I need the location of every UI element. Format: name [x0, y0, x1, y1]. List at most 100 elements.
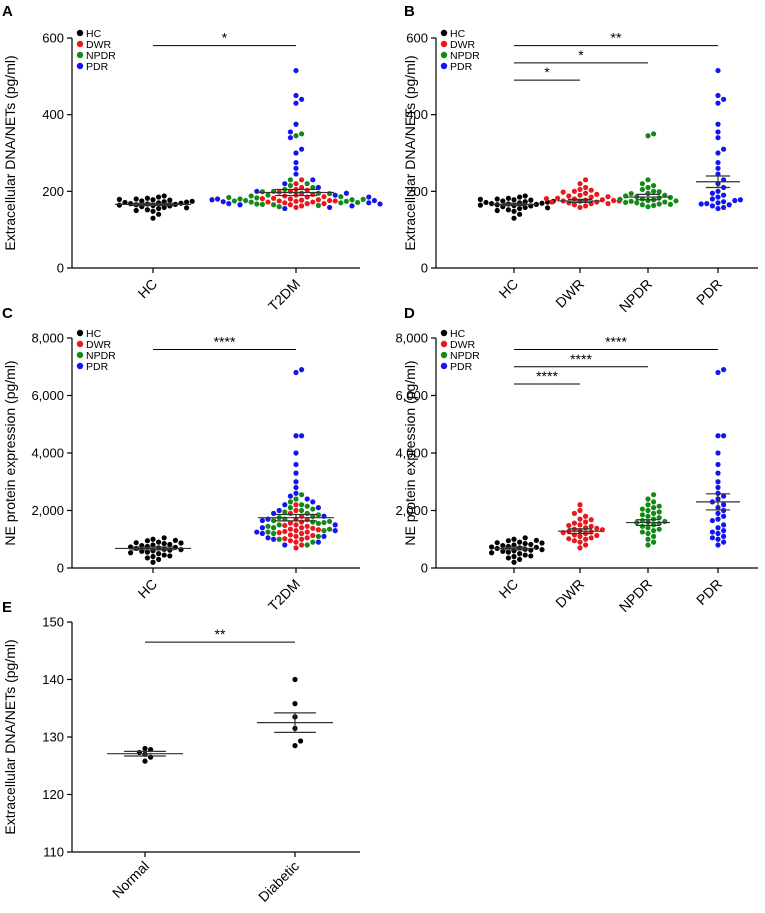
- data-point: [656, 509, 662, 515]
- data-point: [505, 555, 511, 561]
- y-tick-label: 0: [421, 561, 428, 576]
- data-point: [156, 205, 162, 212]
- data-point: [287, 505, 293, 511]
- data-point: [293, 533, 299, 539]
- data-point: [715, 129, 721, 135]
- data-point: [150, 197, 156, 203]
- data-point: [494, 540, 500, 546]
- data-point: [128, 550, 134, 556]
- legend-label: HC: [450, 28, 466, 40]
- data-point: [259, 517, 265, 524]
- panel-b: B 0 200 400 600 Extracellular DNA/NETs (pg/ml…: [402, 3, 758, 315]
- data-point: [299, 530, 305, 537]
- data-point: [639, 506, 646, 512]
- data-point: [287, 182, 293, 189]
- significance-label: ****: [605, 334, 627, 350]
- legend-label: DWR: [450, 39, 475, 51]
- y-axis-label: Extracellular DNA/NETs (pg/ml): [2, 639, 18, 834]
- data-point: [651, 533, 657, 539]
- data-point: [651, 202, 657, 209]
- data-point: [709, 529, 716, 535]
- legend-label: DWR: [86, 39, 111, 51]
- data-point: [588, 535, 594, 541]
- y-tick-label: 130: [42, 730, 64, 745]
- data-point: [299, 542, 305, 548]
- y-tick-label: 6,000: [395, 388, 428, 403]
- y-tick-label: 6,000: [31, 388, 64, 403]
- data-point: [276, 507, 282, 514]
- data-point: [715, 188, 721, 194]
- data-point: [583, 190, 589, 196]
- data-point: [150, 215, 156, 221]
- data-point: [715, 194, 721, 200]
- data-point: [721, 96, 727, 102]
- data-point: [271, 536, 277, 542]
- data-point: [133, 207, 139, 214]
- data-point: [651, 528, 657, 534]
- data-point: [259, 201, 265, 207]
- data-point: [231, 198, 237, 204]
- data-point: [500, 198, 506, 204]
- y-tick-label: 0: [57, 261, 64, 276]
- data-point: [721, 177, 727, 183]
- data-point: [505, 549, 511, 555]
- data-point: [304, 542, 310, 548]
- data-point: [310, 532, 316, 539]
- data-point: [299, 367, 305, 373]
- data-point: [338, 194, 344, 200]
- data-point: [522, 535, 528, 541]
- data-point: [566, 522, 572, 529]
- data-point: [571, 520, 578, 526]
- data-point: [588, 194, 594, 200]
- data-point: [715, 100, 721, 106]
- legend-label: NPDR: [450, 350, 480, 362]
- data-point: [477, 202, 483, 208]
- data-point: [178, 200, 184, 206]
- data-point: [528, 197, 534, 203]
- data-point: [366, 194, 372, 200]
- data-point: [662, 199, 668, 205]
- data-point: [594, 525, 600, 531]
- data-point: [511, 197, 517, 203]
- data-point: [293, 539, 299, 545]
- data-point: [184, 199, 190, 205]
- data-point: [594, 532, 600, 539]
- data-point: [645, 133, 651, 139]
- data-point: [321, 194, 327, 200]
- data-point: [315, 202, 321, 209]
- data-point: [271, 202, 277, 208]
- panel-label: E: [2, 599, 12, 616]
- data-point: [310, 525, 316, 531]
- data-point: [133, 196, 139, 202]
- x-tick-label: HC: [134, 276, 160, 302]
- data-point: [276, 204, 282, 210]
- data-point: [144, 207, 150, 213]
- legend-label: PDR: [450, 61, 473, 73]
- legend-marker: [76, 29, 84, 37]
- data-point: [220, 199, 226, 205]
- data-point: [161, 193, 167, 199]
- data-point: [287, 202, 293, 208]
- data-point: [321, 533, 327, 539]
- data-point: [505, 207, 511, 213]
- data-point: [623, 199, 629, 206]
- data-point: [172, 537, 178, 544]
- x-tick-label: DWR: [552, 276, 587, 311]
- y-tick-label: 600: [42, 31, 64, 46]
- data-point: [517, 551, 523, 557]
- data-point: [577, 502, 583, 508]
- data-point: [583, 542, 589, 548]
- data-point: [144, 195, 150, 201]
- data-point: [287, 499, 293, 505]
- data-point: [667, 194, 674, 201]
- data-point: [715, 171, 721, 177]
- data-point: [577, 522, 583, 528]
- panel-e: E 110 120 130 140 150 Extracellular DNA/NETs (…: [2, 599, 360, 905]
- y-tick-label: 4,000: [31, 446, 64, 461]
- data-point: [528, 541, 534, 548]
- data-point: [533, 544, 540, 550]
- data-point: [310, 177, 316, 183]
- x-tick-label: HC: [495, 276, 521, 302]
- data-point: [293, 100, 299, 106]
- data-point: [167, 541, 173, 548]
